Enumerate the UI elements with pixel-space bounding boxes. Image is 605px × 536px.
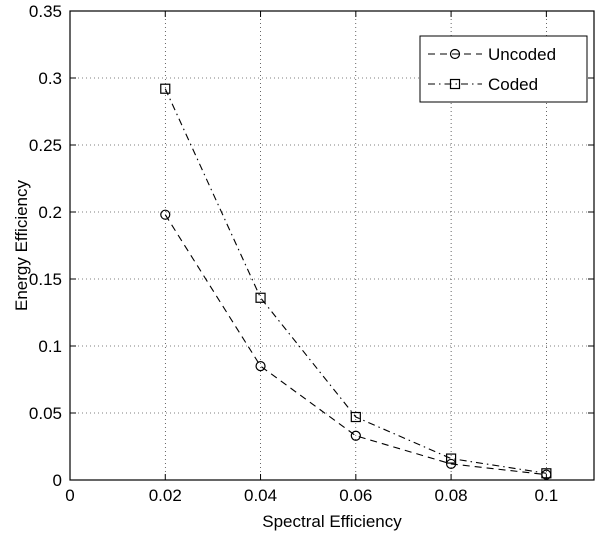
data-point-uncoded	[160, 209, 171, 220]
y-tick-label: 0.05	[29, 404, 62, 423]
y-tick-label: 0.2	[38, 203, 62, 222]
x-tick-label: 0.02	[149, 486, 182, 505]
data-point-uncoded	[445, 458, 457, 470]
data-point-uncoded	[255, 361, 266, 372]
plot-frame	[69, 10, 595, 481]
x-tick-label: 0.08	[435, 486, 468, 505]
x-tick-label: 0.1	[535, 486, 559, 505]
data-point-uncoded	[350, 430, 361, 441]
data-point-coded	[350, 411, 361, 423]
legend: Uncoded Coded	[419, 35, 588, 103]
data-point-coded	[160, 83, 171, 94]
legend-label-uncoded: Uncoded	[488, 45, 556, 64]
y-tick-label: 0.25	[29, 136, 62, 155]
legend-entry-uncoded: Uncoded	[428, 45, 556, 64]
x-tick-label: 0.06	[339, 486, 372, 505]
y-tick-label: 0.15	[29, 270, 62, 289]
legend-entry-coded: Coded	[428, 75, 538, 94]
series-line-coded	[164, 88, 547, 474]
y-tick-label: 0.1	[38, 337, 62, 356]
legend-box	[419, 35, 588, 103]
x-tick-label: 0	[65, 486, 74, 505]
x-axis-label: Spectral Efficiency	[262, 512, 402, 531]
legend-marker-uncoded	[449, 48, 461, 60]
series-layer	[160, 83, 552, 480]
legend-label-coded: Coded	[488, 75, 538, 94]
y-tick-label: 0.35	[29, 2, 62, 21]
series-uncoded	[160, 209, 552, 480]
legend-marker-coded	[449, 78, 461, 90]
series-coded	[160, 83, 552, 479]
data-point-coded	[541, 468, 552, 479]
y-tick-label: 0.3	[38, 69, 62, 88]
x-tick-label: 0.04	[244, 486, 277, 505]
axis-ticks: 0 0.02 0.04 0.06 0.08 0.1 0 0.05 0.1 0.15 0.2 0.25 0…	[29, 2, 594, 505]
data-point-coded	[255, 292, 266, 303]
data-point-coded	[445, 453, 457, 464]
y-axis-label: Energy Efficiency	[12, 179, 31, 311]
y-tick-label: 0	[53, 471, 62, 490]
